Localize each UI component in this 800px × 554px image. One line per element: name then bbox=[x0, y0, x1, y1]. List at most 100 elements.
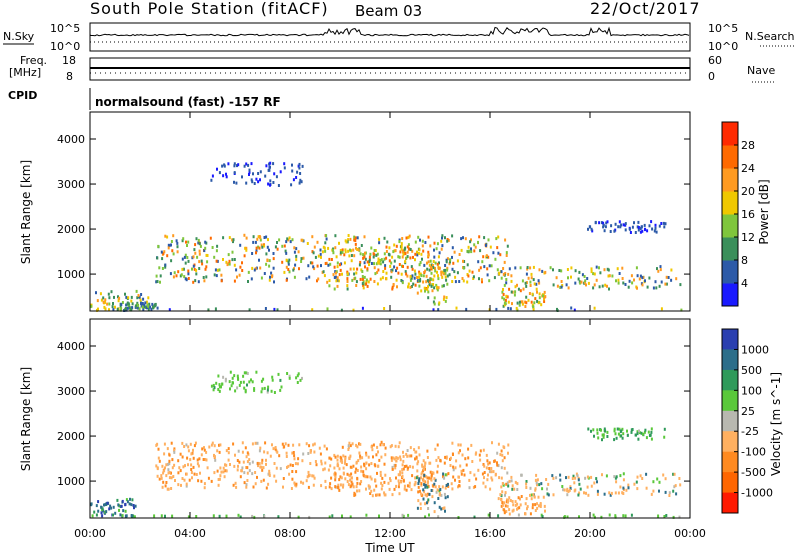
scatter-cell bbox=[322, 270, 325, 274]
scatter-cell bbox=[360, 244, 363, 247]
scatter-cell bbox=[379, 470, 382, 474]
power-ylabel: Slant Range [km] bbox=[19, 160, 33, 264]
scatter-cell bbox=[365, 280, 368, 284]
scatter-cell bbox=[265, 462, 267, 466]
scatter-cell bbox=[265, 458, 267, 462]
scatter-cell bbox=[408, 234, 411, 238]
scatter-cell bbox=[514, 503, 517, 507]
scatter-cell bbox=[536, 502, 538, 506]
scatter-cell bbox=[272, 266, 275, 270]
scatter-cell bbox=[352, 267, 355, 271]
scatter-cell bbox=[325, 447, 328, 451]
scatter-cell bbox=[394, 444, 397, 448]
scatter-cell bbox=[307, 470, 310, 474]
scatter-cell bbox=[195, 272, 198, 276]
scatter-cell bbox=[377, 268, 380, 272]
scatter-cell bbox=[348, 254, 351, 258]
scatter-cell bbox=[257, 172, 260, 175]
scatter-cell bbox=[371, 448, 374, 452]
scatter-cell bbox=[209, 236, 212, 240]
scatter-cell bbox=[432, 308, 435, 312]
scatter-cell bbox=[534, 488, 537, 492]
scatter-cell bbox=[357, 459, 360, 463]
scatter-cell bbox=[595, 278, 598, 282]
scatter-cell bbox=[202, 276, 205, 279]
scatter-cell bbox=[592, 513, 595, 517]
scatter-cell bbox=[516, 482, 519, 486]
scatter-cell bbox=[603, 427, 606, 431]
scatter-cell bbox=[644, 279, 646, 283]
scatter-cell bbox=[349, 485, 352, 489]
scatter-cell bbox=[352, 485, 355, 489]
scatter-cell bbox=[482, 448, 485, 452]
colorbar-tick-label: 4 bbox=[741, 277, 748, 290]
scatter-cell bbox=[559, 473, 562, 477]
nsearch-tick-top: 10^5 bbox=[708, 22, 738, 35]
scatter-cell bbox=[478, 277, 480, 281]
scatter-cell bbox=[196, 255, 199, 259]
scatter-cell bbox=[416, 253, 419, 257]
scatter-cell bbox=[640, 431, 643, 435]
scatter-cell bbox=[524, 305, 527, 308]
scatter-cell bbox=[248, 308, 251, 312]
scatter-cell bbox=[102, 300, 105, 304]
scatter-cell bbox=[250, 277, 253, 281]
scatter-cell bbox=[420, 274, 423, 277]
scatter-cell bbox=[637, 226, 640, 229]
scatter-cell bbox=[272, 162, 275, 166]
scatter-cell bbox=[144, 305, 147, 309]
scatter-cell bbox=[540, 482, 543, 486]
scatter-cell bbox=[463, 260, 466, 263]
scatter-cell bbox=[197, 464, 200, 468]
scatter-cell bbox=[158, 477, 161, 481]
scatter-cell bbox=[334, 271, 337, 275]
scatter-cell bbox=[526, 267, 529, 271]
scatter-cell bbox=[446, 239, 449, 243]
scatter-cell bbox=[446, 495, 449, 499]
scatter-cell bbox=[631, 225, 634, 229]
scatter-cell bbox=[467, 447, 470, 451]
scatter-cell bbox=[637, 228, 640, 232]
scatter-cell bbox=[409, 465, 412, 469]
scatter-cell bbox=[295, 484, 298, 488]
scatter-cell bbox=[142, 297, 145, 301]
scatter-cell bbox=[256, 475, 258, 479]
scatter-cell bbox=[368, 263, 370, 267]
scatter-cell bbox=[349, 444, 352, 448]
scatter-cell bbox=[552, 268, 554, 272]
scatter-cell bbox=[110, 290, 113, 294]
scatter-cell bbox=[125, 307, 127, 311]
scatter-cell bbox=[433, 302, 436, 306]
scatter-cell bbox=[451, 234, 454, 238]
scatter-cell bbox=[203, 448, 206, 452]
scatter-cell bbox=[530, 272, 533, 276]
scatter-cell bbox=[338, 241, 340, 245]
scatter-cell bbox=[620, 429, 623, 433]
scatter-cell bbox=[605, 221, 608, 225]
scatter-cell bbox=[352, 464, 355, 468]
scatter-cell bbox=[426, 278, 429, 282]
scatter-cell bbox=[516, 507, 518, 511]
scatter-cell bbox=[673, 485, 676, 489]
scatter-cell bbox=[230, 384, 233, 388]
scatter-cell bbox=[409, 256, 412, 260]
scatter-cell bbox=[380, 487, 383, 491]
scatter-cell bbox=[533, 301, 536, 305]
scatter-cell bbox=[210, 479, 213, 483]
scatter-cell bbox=[295, 470, 298, 474]
scatter-cell bbox=[445, 260, 448, 264]
scatter-cell bbox=[426, 288, 429, 291]
scatter-cell bbox=[665, 514, 668, 517]
scatter-cell bbox=[466, 249, 469, 253]
scatter-cell bbox=[585, 283, 587, 287]
scatter-cell bbox=[547, 482, 550, 486]
scatter-cell bbox=[164, 265, 167, 269]
scatter-cell bbox=[446, 266, 449, 270]
scatter-cell bbox=[263, 244, 266, 248]
power-panel-frame bbox=[89, 111, 691, 312]
scatter-cell bbox=[460, 248, 463, 252]
scatter-cell bbox=[402, 459, 405, 463]
scatter-cell bbox=[630, 274, 633, 278]
scatter-cell bbox=[406, 245, 409, 249]
scatter-cell bbox=[283, 162, 286, 166]
